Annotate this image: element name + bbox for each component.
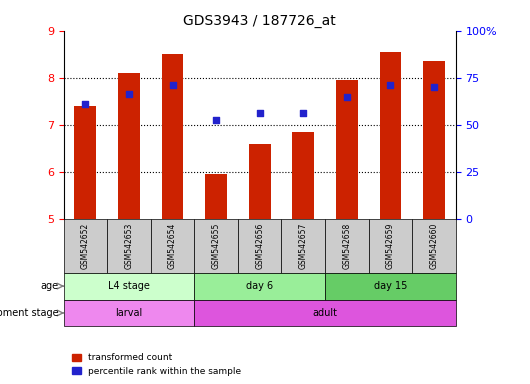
Text: L4 stage: L4 stage: [108, 281, 150, 291]
Bar: [205, 174, 227, 219]
Point: [342, 94, 351, 100]
Bar: [336, 80, 358, 219]
Bar: [162, 54, 183, 219]
Bar: [325, 273, 456, 300]
Bar: [281, 219, 325, 273]
Point: [299, 110, 307, 116]
Bar: [249, 144, 271, 219]
Bar: [64, 273, 195, 300]
Bar: [151, 219, 195, 273]
Text: GSM542652: GSM542652: [81, 223, 90, 269]
Bar: [369, 219, 412, 273]
Point: [212, 117, 220, 123]
Bar: [64, 300, 195, 326]
Bar: [412, 219, 456, 273]
Point: [81, 101, 90, 107]
Point: [125, 91, 133, 97]
Point: [169, 82, 177, 88]
Bar: [195, 300, 456, 326]
Bar: [195, 273, 325, 300]
Text: GSM542656: GSM542656: [255, 223, 264, 269]
Point: [255, 110, 264, 116]
Text: adult: adult: [313, 308, 338, 318]
Legend: transformed count, percentile rank within the sample: transformed count, percentile rank withi…: [68, 350, 245, 379]
Text: GSM542653: GSM542653: [125, 223, 134, 269]
Text: GSM542658: GSM542658: [342, 223, 351, 269]
Bar: [195, 219, 238, 273]
Title: GDS3943 / 187726_at: GDS3943 / 187726_at: [183, 14, 336, 28]
Text: day 15: day 15: [374, 281, 407, 291]
Bar: [293, 132, 314, 219]
Bar: [325, 219, 369, 273]
Bar: [75, 106, 96, 219]
Bar: [379, 52, 401, 219]
Bar: [423, 61, 445, 219]
Text: development stage: development stage: [0, 308, 58, 318]
Point: [430, 84, 438, 90]
Bar: [64, 219, 107, 273]
Text: GSM542659: GSM542659: [386, 223, 395, 269]
Text: GSM542657: GSM542657: [299, 223, 308, 269]
Text: day 6: day 6: [246, 281, 273, 291]
Bar: [107, 219, 151, 273]
Text: GSM542660: GSM542660: [429, 223, 438, 269]
Point: [386, 82, 395, 88]
Text: age: age: [40, 281, 58, 291]
Text: GSM542655: GSM542655: [211, 223, 220, 269]
Bar: [118, 73, 140, 219]
Bar: [238, 219, 281, 273]
Text: GSM542654: GSM542654: [168, 223, 177, 269]
Text: larval: larval: [116, 308, 143, 318]
